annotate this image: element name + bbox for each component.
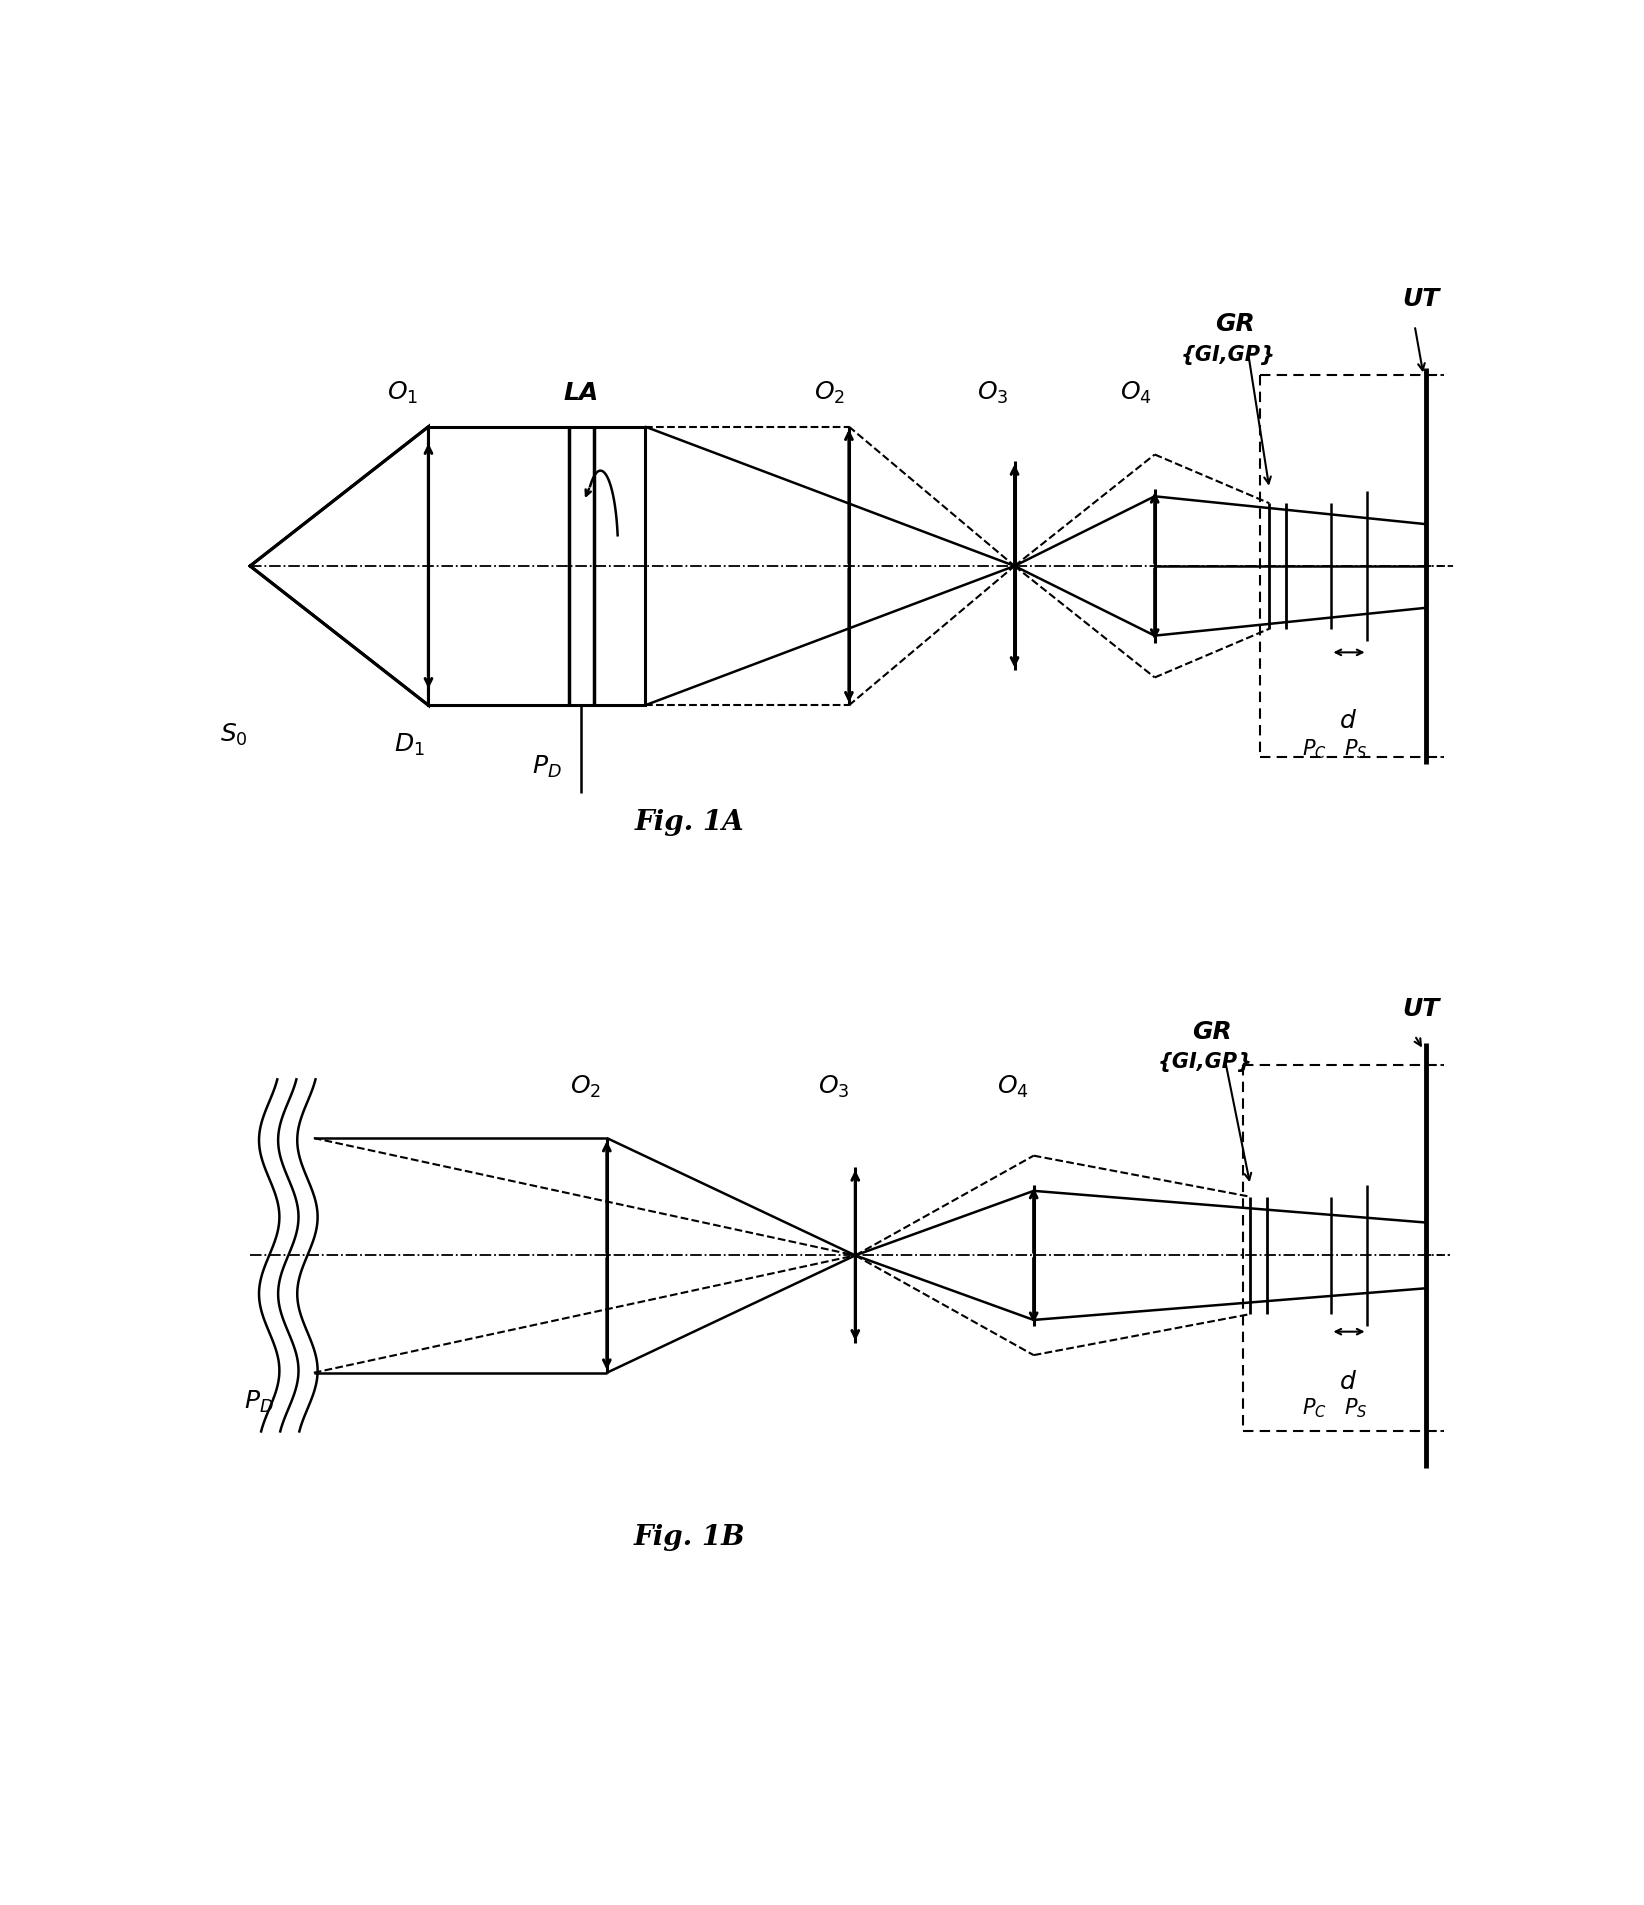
Text: LA: LA [564, 381, 598, 406]
Text: $d$: $d$ [1340, 1370, 1358, 1394]
Text: UT: UT [1402, 996, 1440, 1021]
Text: Fig. 1A: Fig. 1A [635, 810, 745, 836]
Text: UT: UT [1402, 288, 1440, 311]
Text: Fig. 1B: Fig. 1B [635, 1524, 745, 1551]
Text: GR: GR [1192, 1021, 1231, 1044]
Text: $O_1$: $O_1$ [388, 379, 419, 406]
Text: $d$: $d$ [1340, 709, 1358, 733]
Text: GR: GR [1215, 312, 1254, 335]
Text: $O_3$: $O_3$ [977, 379, 1009, 406]
Text: $P_S$: $P_S$ [1345, 737, 1368, 762]
Text: $P_D$: $P_D$ [245, 1389, 275, 1415]
Text: $D_1$: $D_1$ [395, 732, 424, 758]
Text: $O_2$: $O_2$ [814, 379, 845, 406]
Text: {GI,GP}: {GI,GP} [1180, 345, 1276, 364]
Text: $P_D$: $P_D$ [533, 754, 562, 779]
Text: $O_2$: $O_2$ [570, 1074, 600, 1099]
Text: $S_0$: $S_0$ [220, 722, 247, 749]
Text: {GI,GP}: {GI,GP} [1159, 1052, 1253, 1073]
Text: $O_3$: $O_3$ [819, 1074, 850, 1099]
Text: $O_4$: $O_4$ [998, 1074, 1029, 1099]
Text: $P_S$: $P_S$ [1345, 1396, 1368, 1419]
Text: $P_C$: $P_C$ [1302, 1396, 1327, 1419]
Text: $P_C$: $P_C$ [1302, 737, 1327, 762]
Text: $O_4$: $O_4$ [1120, 379, 1151, 406]
